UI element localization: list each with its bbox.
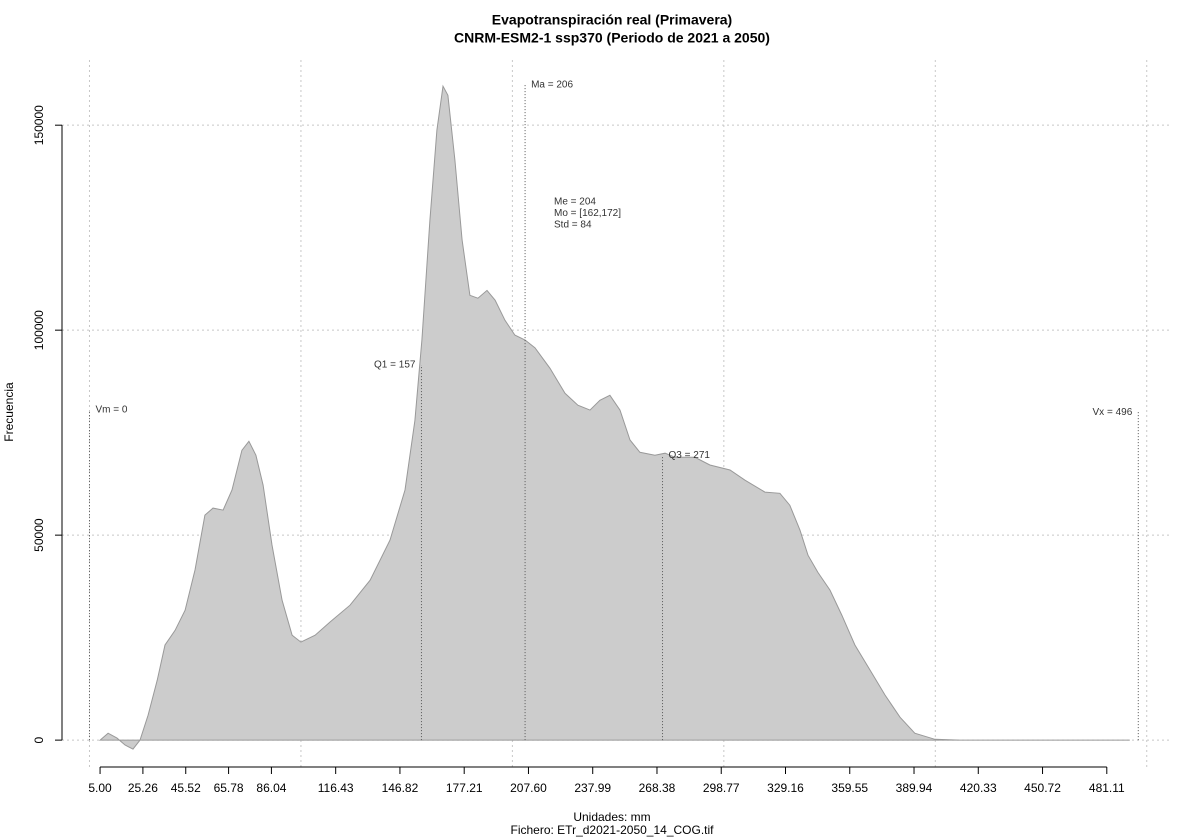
- footer: Fichero: ETr_d2021-2050_14_COG.tif: [511, 823, 715, 837]
- x-tick-label: 207.60: [510, 781, 547, 795]
- x-tick-label: 65.78: [214, 781, 244, 795]
- x-tick-label: 298.77: [703, 781, 740, 795]
- x-tick-label: 146.82: [382, 781, 419, 795]
- y-tick-label: 100000: [32, 310, 46, 350]
- x-tick-label: 268.38: [639, 781, 676, 795]
- x-axis-label: Unidades: mm: [573, 810, 650, 824]
- x-tick-label: 177.21: [446, 781, 483, 795]
- chart-title: Evapotranspiración real (Primavera): [492, 12, 732, 28]
- stat-label: Me = 204: [554, 197, 596, 208]
- marker-label: Q3 = 271: [669, 450, 711, 461]
- y-tick-label: 0: [32, 736, 46, 743]
- chart-subtitle: CNRM-ESM2-1 ssp370 (Periodo de 2021 a 20…: [454, 30, 770, 46]
- y-tick-label: 50000: [32, 518, 46, 552]
- marker-label: Q1 = 157: [374, 360, 416, 371]
- x-tick-label: 116.43: [318, 781, 354, 795]
- y-axis-label: Frecuencia: [2, 382, 16, 442]
- marker-label: Vm = 0: [95, 405, 127, 416]
- x-tick-label: 237.99: [574, 781, 611, 795]
- x-tick-label: 45.52: [171, 781, 201, 795]
- marker-label: Ma = 206: [531, 80, 573, 91]
- y-tick-label: 150000: [32, 105, 46, 145]
- stat-label: Std = 84: [554, 220, 592, 231]
- x-tick-label: 450.72: [1024, 781, 1061, 795]
- x-tick-label: 359.55: [831, 781, 868, 795]
- x-tick-label: 5.00: [88, 781, 112, 795]
- x-tick-label: 329.16: [767, 781, 804, 795]
- density-area: [98, 84, 1130, 750]
- stat-label: Mo = [162,172]: [554, 208, 621, 219]
- x-tick-label: 420.33: [960, 781, 997, 795]
- x-tick-label: 86.04: [256, 781, 286, 795]
- x-tick-label: 481.11: [1089, 781, 1125, 795]
- x-tick-label: 389.94: [896, 781, 933, 795]
- x-tick-label: 25.26: [128, 781, 158, 795]
- marker-label: Vx = 496: [1093, 407, 1133, 418]
